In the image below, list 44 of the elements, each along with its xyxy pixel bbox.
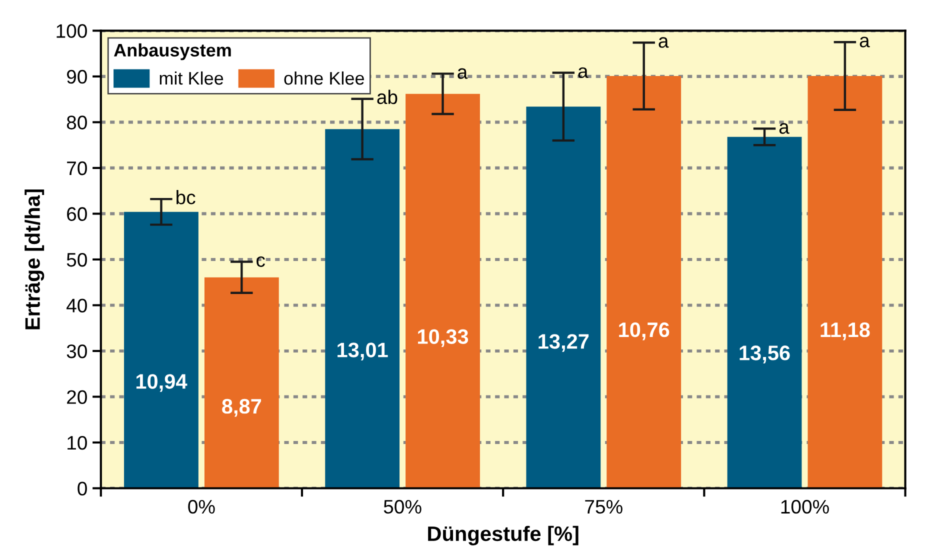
bar bbox=[808, 76, 882, 488]
annotation: a bbox=[658, 37, 669, 48]
annotation: 13,56 bbox=[740, 346, 790, 364]
bar bbox=[204, 277, 279, 488]
annotation: bc bbox=[176, 190, 196, 204]
y-tick-label: 80 bbox=[66, 116, 87, 130]
y-tick-label: 10 bbox=[68, 436, 87, 450]
y-tick-label: 0 bbox=[78, 482, 87, 496]
legend-label: ohne Klee bbox=[284, 71, 364, 85]
annotation: 13,01 bbox=[338, 342, 388, 360]
y-tick-label: 60 bbox=[67, 207, 87, 221]
x-tick-label: 0% bbox=[188, 500, 215, 514]
annotation: 10,33 bbox=[418, 329, 468, 347]
annotation: a bbox=[458, 68, 468, 79]
y-tick-label: 40 bbox=[66, 298, 87, 312]
annotation: a bbox=[860, 36, 870, 48]
legend-title: Anbausystem bbox=[114, 43, 231, 60]
bar bbox=[325, 129, 400, 488]
y-tick-label: 100 bbox=[56, 24, 87, 38]
x-tick-label: 75% bbox=[585, 500, 622, 514]
y-tick-label: 90 bbox=[66, 70, 87, 84]
y-tick-label: 20 bbox=[67, 390, 87, 404]
annotation: a bbox=[779, 123, 790, 134]
annotation: c bbox=[256, 256, 265, 267]
annotation: 10,76 bbox=[619, 322, 670, 340]
x-axis-title: Düngestufe [%] bbox=[428, 526, 578, 546]
annotation: 13,27 bbox=[538, 334, 589, 352]
y-tick-label: 70 bbox=[67, 161, 87, 176]
bar bbox=[606, 76, 682, 488]
annotation: 10,94 bbox=[136, 374, 188, 392]
bar bbox=[727, 136, 802, 488]
x-tick-label: 50% bbox=[384, 500, 422, 514]
y-tick-label: 30 bbox=[66, 344, 87, 358]
annotation: ab bbox=[377, 90, 398, 104]
bar bbox=[406, 94, 480, 488]
y-axis-title: Erträge [dt/ha] bbox=[24, 189, 44, 330]
annotation: 11,18 bbox=[820, 322, 870, 340]
bar bbox=[124, 212, 198, 488]
y-tick-label: 50 bbox=[66, 252, 87, 267]
annotation: 8,87 bbox=[222, 398, 262, 417]
legend-label: mit Klee bbox=[160, 71, 224, 85]
bar bbox=[526, 106, 601, 488]
annotation: a bbox=[578, 67, 588, 78]
x-tick-label: 100% bbox=[781, 500, 829, 514]
